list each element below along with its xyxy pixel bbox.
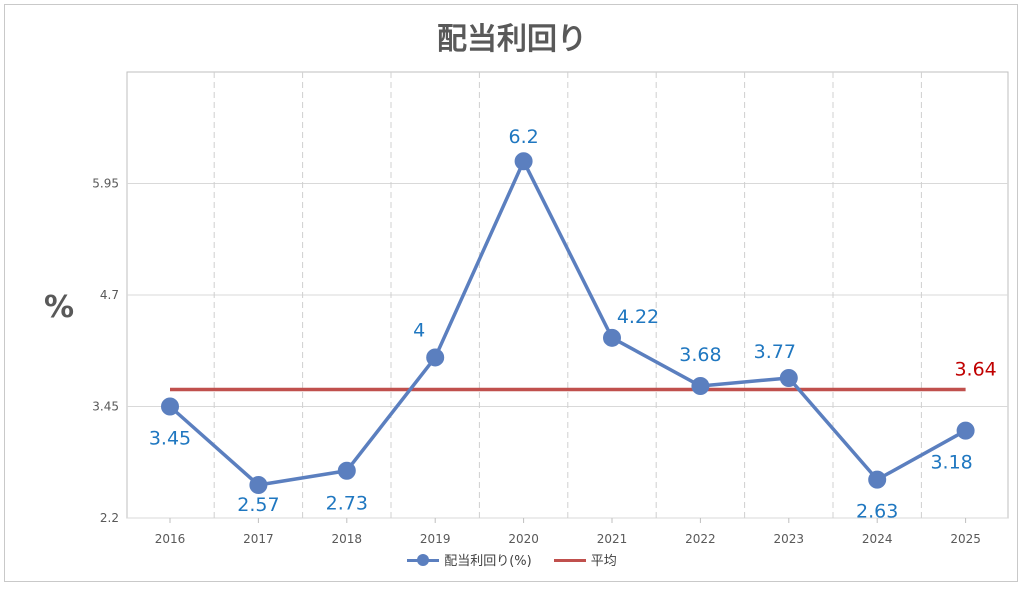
legend: 配当利回り(%) 平均 xyxy=(0,550,1024,569)
legend-swatch-average xyxy=(553,553,586,567)
legend-marker-yield xyxy=(417,553,430,566)
yield-data-point xyxy=(337,461,356,480)
x-tick-label: 2021 xyxy=(597,532,628,546)
y-tick-label: 3.45 xyxy=(92,400,119,414)
yield-series-line xyxy=(168,159,967,487)
x-tick-label: 2025 xyxy=(950,532,981,546)
yield-data-point xyxy=(249,475,268,494)
yield-data-label: 6.2 xyxy=(508,126,538,148)
yield-data-label: 3.18 xyxy=(930,452,972,474)
y-tick-label: 4.7 xyxy=(100,288,119,302)
yield-data-label: 2.73 xyxy=(326,493,368,515)
x-tick-label: 2018 xyxy=(332,532,363,546)
x-tick-label: 2022 xyxy=(685,532,716,546)
yield-data-point xyxy=(161,397,179,416)
yield-data-point xyxy=(426,348,445,367)
legend-item-yield: 配当利回り(%) xyxy=(407,550,532,569)
legend-swatch-yield xyxy=(407,553,440,567)
x-tick-label: 2019 xyxy=(420,532,451,546)
yield-data-point xyxy=(603,328,621,347)
yield-data-point xyxy=(779,368,798,387)
legend-item-average: 平均 xyxy=(553,550,617,569)
average-data-label: 3.64 xyxy=(954,359,996,381)
yield-data-label: 3.77 xyxy=(754,341,796,363)
chart-frame xyxy=(4,4,1018,582)
yield-data-point xyxy=(691,376,710,395)
legend-line-average xyxy=(553,558,586,562)
y-axis-label: % xyxy=(44,290,75,325)
yield-data-point xyxy=(868,470,887,489)
legend-label-average: 平均 xyxy=(590,554,617,569)
yield-data-label: 2.63 xyxy=(856,501,898,523)
yield-data-label: 4.22 xyxy=(617,306,659,328)
y-tick-label: 2.2 xyxy=(100,511,119,525)
yield-data-label: 3.45 xyxy=(149,428,191,450)
x-tick-label: 2024 xyxy=(862,532,893,546)
yield-data-label: 2.57 xyxy=(237,494,279,516)
chart-title: 配当利回り xyxy=(437,22,587,57)
yield-data-point xyxy=(956,421,975,440)
yield-data-point xyxy=(514,152,533,171)
x-tick-label: 2017 xyxy=(243,532,274,546)
x-tick-label: 2016 xyxy=(155,532,186,546)
yield-data-label: 3.68 xyxy=(679,344,721,366)
legend-label-yield: 配当利回り(%) xyxy=(444,554,532,569)
yield-data-label: 4 xyxy=(413,319,425,341)
x-tick-label: 2023 xyxy=(774,532,805,546)
x-tick-label: 2020 xyxy=(508,532,539,546)
y-tick-label: 5.95 xyxy=(92,177,119,191)
